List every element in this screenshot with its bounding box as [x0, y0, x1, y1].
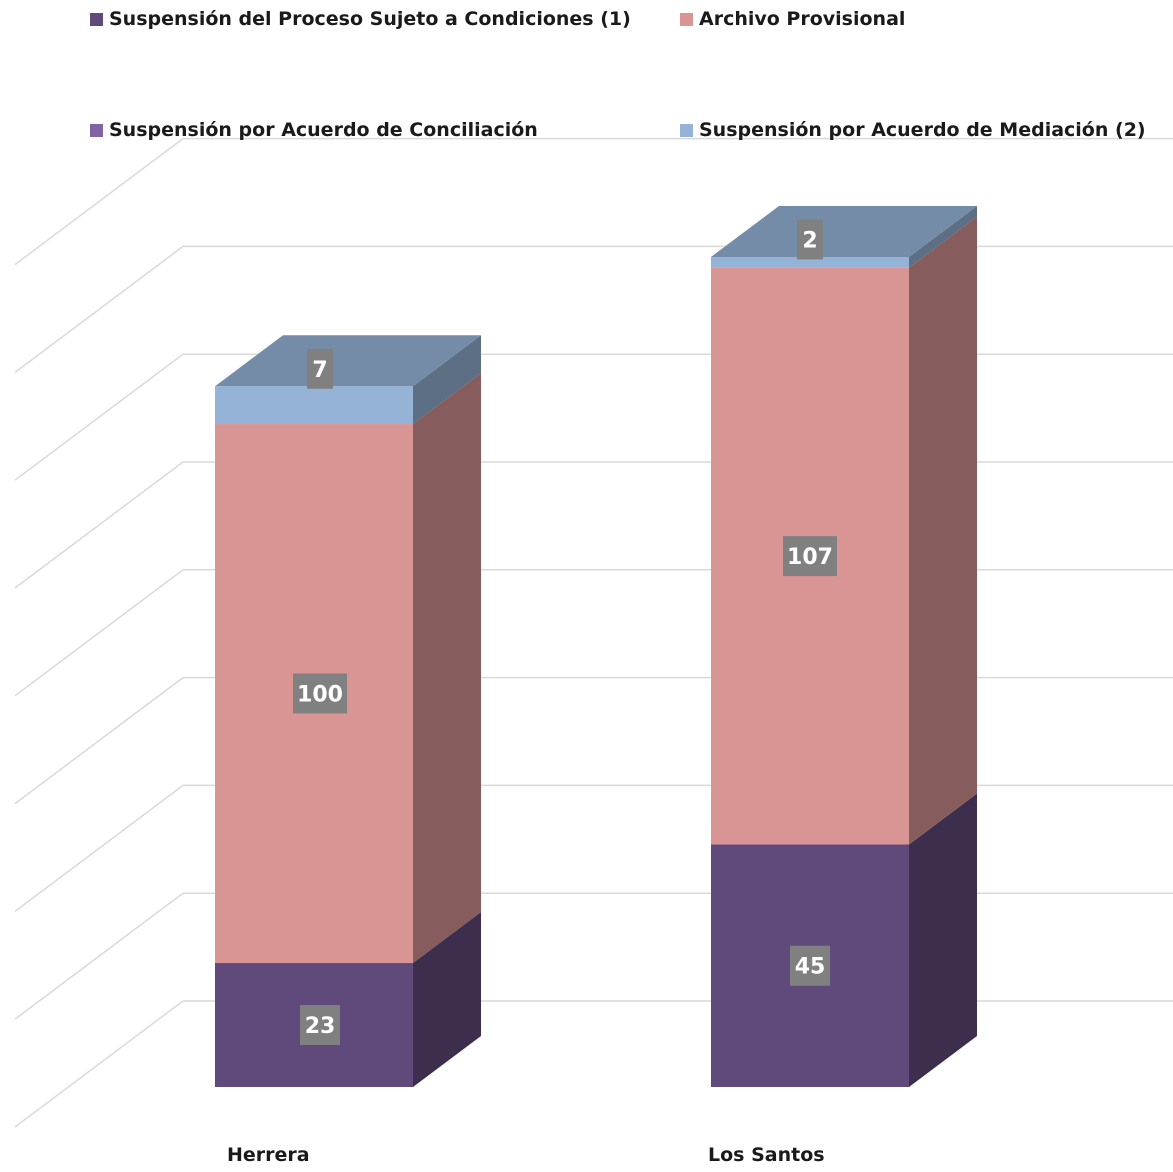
data-label-herrera-series-0: 23: [300, 1005, 340, 1046]
bar-los-santos-series-3: [711, 205, 977, 268]
data-label-los-santos-series-0: 45: [790, 945, 830, 986]
legend-label: Suspensión por Acuerdo de Mediación (2): [699, 119, 1146, 141]
gridline-140: [14, 245, 1173, 373]
legend-label: Suspensión del Proceso Sujeto a Condicio…: [109, 8, 631, 30]
legend-label: Suspensión por Acuerdo de Conciliación: [109, 119, 538, 141]
bar-herrera-series-3: [215, 335, 481, 425]
bar-top-herrera: [215, 335, 481, 387]
bar-herrera-series-0: [215, 912, 481, 1087]
legend-entry-suspension-proceso: Suspensión del Proceso Sujeto a Condicio…: [90, 8, 631, 30]
data-label-los-santos-series-3: 2: [797, 219, 823, 260]
legend-entry-conciliacion: Suspensión por Acuerdo de Conciliación: [90, 119, 538, 141]
bar-los-santos-series-0: [711, 793, 977, 1087]
svg-text:23: 23: [305, 1014, 336, 1039]
svg-text:7: 7: [312, 358, 327, 383]
bar-los-santos-series-1: [711, 216, 977, 845]
legend-entry-archivo-provisional: Archivo Provisional: [680, 8, 905, 30]
legend-swatch: [680, 123, 693, 137]
category-label-herrera: Herrera: [227, 1144, 310, 1166]
svg-text:45: 45: [795, 955, 826, 980]
legend-swatch: [90, 12, 103, 26]
data-label-herrera-series-3: 7: [307, 348, 333, 389]
gridline-0: [14, 1000, 1173, 1128]
data-label-herrera-series-1: 100: [293, 673, 347, 714]
svg-text:107: 107: [787, 545, 833, 570]
bar-herrera-series-1: [215, 373, 481, 964]
legend-swatch: [90, 123, 103, 137]
gridlines: [14, 137, 1173, 1128]
category-label-los-santos: Los Santos: [708, 1144, 825, 1166]
bars: [215, 205, 977, 1087]
legend-label: Archivo Provisional: [699, 8, 906, 30]
gridline-160: [14, 137, 1173, 266]
svg-text:2: 2: [802, 228, 817, 253]
svg-text:100: 100: [297, 683, 343, 708]
data-label-los-santos-series-1: 107: [783, 536, 837, 577]
data-labels: 23 100 7 45 107 2: [293, 219, 837, 1046]
legend-swatch: [680, 12, 693, 26]
bar-top-los-santos: [711, 205, 977, 257]
legend-entry-mediacion: Suspensión por Acuerdo de Mediación (2): [680, 119, 1146, 141]
